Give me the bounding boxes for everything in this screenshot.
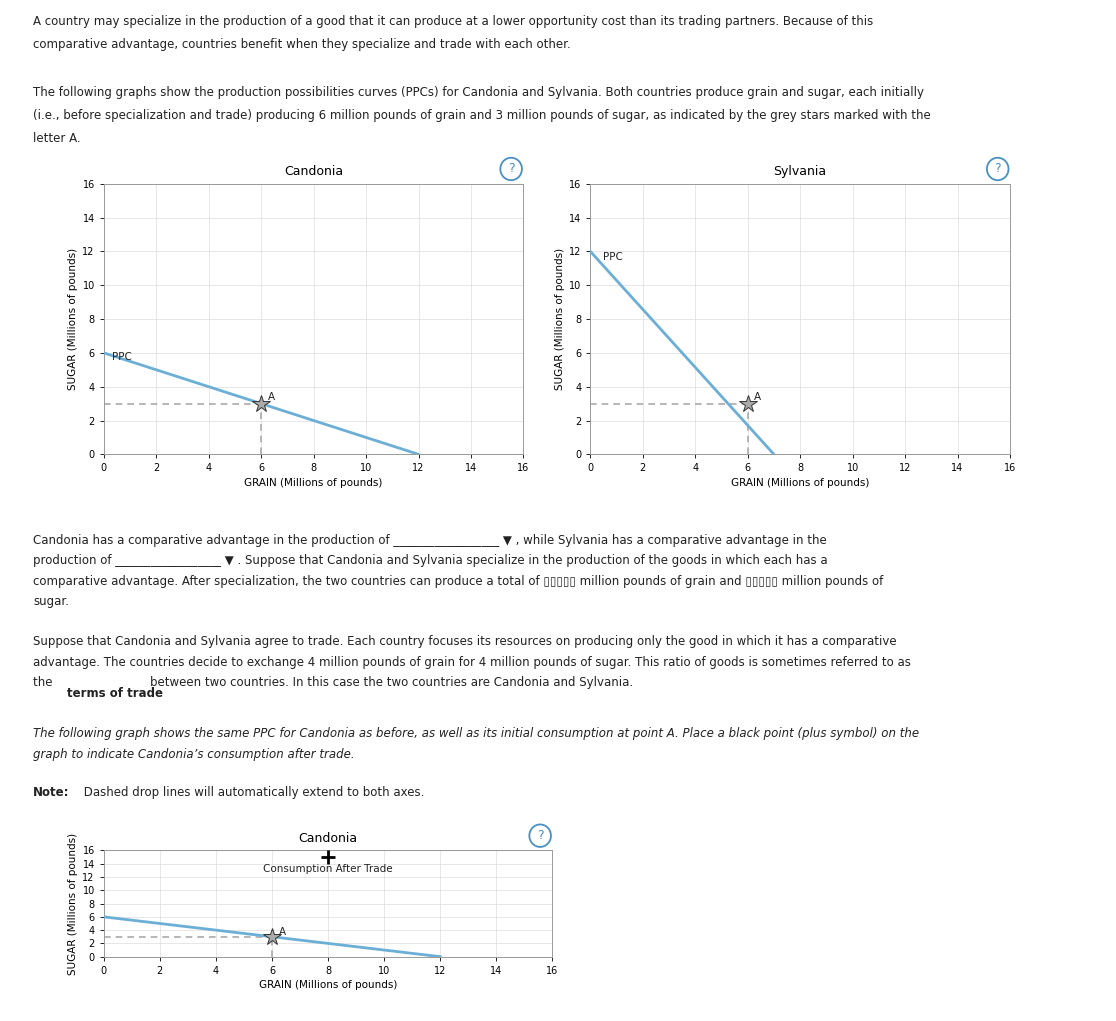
Y-axis label: SUGAR (Millions of pounds): SUGAR (Millions of pounds) [555,248,565,390]
Text: letter A.: letter A. [33,133,80,145]
Text: ?: ? [994,162,1001,176]
Text: A: A [268,392,275,402]
Text: A country may specialize in the production of a good that it can produce at a lo: A country may specialize in the producti… [33,14,874,28]
Text: Candonia has a comparative advantage in the production of __________________ ▼ ,: Candonia has a comparative advantage in … [33,534,884,609]
Text: Note:: Note: [33,786,69,799]
Title: Candonia: Candonia [299,832,357,845]
Circle shape [987,158,1009,181]
Title: Sylvania: Sylvania [773,165,827,179]
Text: comparative advantage, countries benefit when they specialize and trade with eac: comparative advantage, countries benefit… [33,38,571,51]
Circle shape [500,158,522,181]
Title: Candonia: Candonia [285,165,343,179]
Text: A: A [279,927,286,937]
Text: The following graph shows the same PPC for Candonia as before, as well as its in: The following graph shows the same PPC f… [33,727,920,761]
Text: PPC: PPC [604,252,624,261]
Text: (i.e., before specialization and trade) producing 6 million pounds of grain and : (i.e., before specialization and trade) … [33,109,931,123]
Text: ?: ? [508,162,514,176]
X-axis label: GRAIN (Millions of pounds): GRAIN (Millions of pounds) [731,478,869,488]
Circle shape [529,825,551,847]
Text: ?: ? [537,829,543,842]
Text: Suppose that Candonia and Sylvania agree to trade. Each country focuses its reso: Suppose that Candonia and Sylvania agree… [33,635,911,689]
Y-axis label: SUGAR (Millions of pounds): SUGAR (Millions of pounds) [68,832,78,975]
X-axis label: GRAIN (Millions of pounds): GRAIN (Millions of pounds) [259,980,397,990]
Text: A: A [754,392,761,402]
Text: PPC: PPC [112,351,132,361]
Text: The following graphs show the production possibilities curves (PPCs) for Candoni: The following graphs show the production… [33,87,924,99]
Text: terms of trade: terms of trade [67,687,163,699]
Y-axis label: SUGAR (Millions of pounds): SUGAR (Millions of pounds) [68,248,78,390]
Text: Dashed drop lines will automatically extend to both axes.: Dashed drop lines will automatically ext… [80,786,424,799]
X-axis label: GRAIN (Millions of pounds): GRAIN (Millions of pounds) [244,478,383,488]
Text: Consumption After Trade: Consumption After Trade [263,864,393,874]
